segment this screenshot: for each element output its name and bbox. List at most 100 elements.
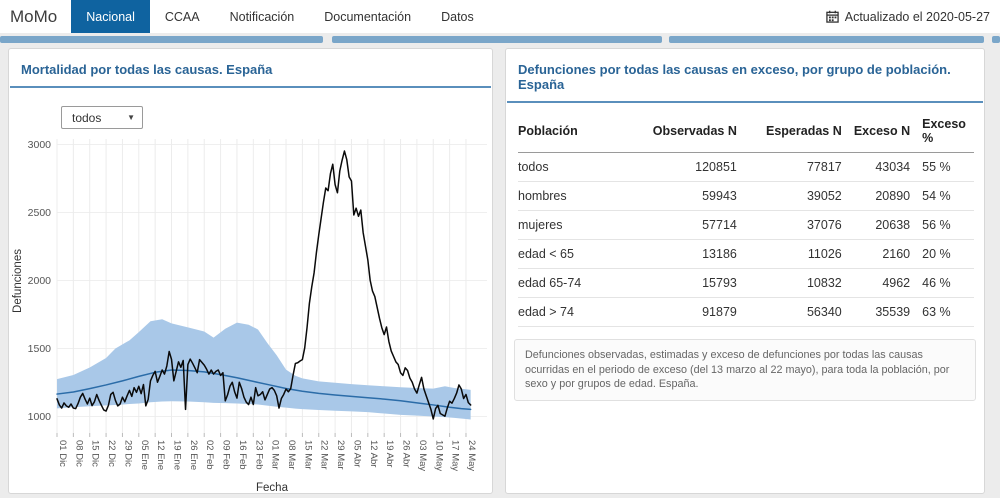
- cell-observadas: 91879: [641, 297, 737, 327]
- y-axis-title: Defunciones: [12, 249, 24, 313]
- confidence-band: [57, 319, 471, 420]
- table-row: hombres 59943 39052 20890 54 %: [518, 181, 974, 211]
- cell-observadas: 59943: [641, 181, 737, 211]
- svg-text:15 Dic: 15 Dic: [90, 440, 101, 467]
- tab-nacional[interactable]: Nacional: [71, 0, 150, 33]
- cell-exceso-pct: 46 %: [910, 268, 974, 298]
- calendar-icon: [826, 10, 839, 23]
- header-divider-segment: [332, 36, 662, 43]
- svg-text:29 Mar: 29 Mar: [335, 440, 346, 470]
- tab-notificacion[interactable]: Notificación: [229, 9, 295, 24]
- svg-text:09 Feb: 09 Feb: [221, 440, 232, 470]
- col-header-poblacion: Población: [518, 111, 642, 153]
- cell-esperadas: 39052: [736, 181, 842, 211]
- cell-esperadas: 56340: [736, 297, 842, 327]
- population-select-value: todos: [72, 110, 102, 125]
- svg-text:24 May: 24 May: [466, 440, 477, 471]
- cell-poblacion: todos: [518, 152, 642, 182]
- svg-text:1500: 1500: [28, 343, 52, 355]
- cell-poblacion: edad 65-74: [518, 268, 642, 298]
- cell-exceso-n: 4962: [841, 268, 911, 298]
- svg-text:19 Ene: 19 Ene: [172, 440, 183, 470]
- svg-text:08 Mar: 08 Mar: [286, 440, 297, 470]
- chart-panel-title: Mortalidad por todas las causas. España: [21, 62, 273, 77]
- svg-text:26 Ene: 26 Ene: [188, 440, 199, 470]
- col-header-exceso-pct: Exceso %: [910, 111, 974, 153]
- svg-text:23 Feb: 23 Feb: [253, 440, 264, 470]
- cell-exceso-n: 20890: [841, 181, 911, 211]
- cell-poblacion: hombres: [518, 181, 642, 211]
- svg-text:29 Dic: 29 Dic: [122, 440, 133, 467]
- excess-deaths-table: Población Observadas N Esperadas N Exces…: [518, 111, 974, 327]
- table-footnote: Defunciones observadas, estimadas y exce…: [514, 339, 976, 401]
- last-updated: Actualizado el 2020-05-27: [826, 0, 990, 33]
- cell-esperadas: 77817: [736, 152, 842, 182]
- last-updated-text: Actualizado el 2020-05-27: [844, 9, 990, 24]
- tab-documentacion[interactable]: Documentación: [324, 9, 412, 24]
- cell-exceso-pct: 54 %: [910, 181, 974, 211]
- svg-text:01 Mar: 01 Mar: [270, 440, 281, 470]
- app-brand: MoMo: [10, 6, 58, 26]
- cell-exceso-pct: 63 %: [910, 297, 974, 327]
- svg-text:17 May: 17 May: [450, 440, 461, 471]
- cell-poblacion: edad > 74: [518, 297, 642, 327]
- excess-deaths-panel: Defunciones por todas las causas en exce…: [505, 48, 985, 494]
- svg-text:2500: 2500: [28, 207, 52, 219]
- cell-poblacion: edad < 65: [518, 239, 642, 269]
- tab-datos[interactable]: Datos: [441, 9, 474, 24]
- svg-text:12 Abr: 12 Abr: [368, 440, 379, 467]
- svg-text:1000: 1000: [28, 411, 52, 423]
- cell-exceso-pct: 55 %: [910, 152, 974, 182]
- table-row: mujeres 57714 37076 20638 56 %: [518, 210, 974, 240]
- table-row: todos 120851 77817 43034 55 %: [518, 152, 974, 182]
- population-select[interactable]: todos ▼: [61, 106, 143, 129]
- svg-text:01 Dic: 01 Dic: [57, 440, 68, 467]
- table-row: edad 65-74 15793 10832 4962 46 %: [518, 268, 974, 298]
- table-panel-title: Defunciones por todas las causas en exce…: [518, 62, 951, 92]
- svg-text:19 Abr: 19 Abr: [384, 440, 395, 467]
- x-axis-labels: 01 Dic 08 Dic 15 Dic 22 Dic 29 Dic 05 Ene 12 E…: [56, 433, 477, 471]
- svg-text:22 Mar: 22 Mar: [319, 440, 330, 470]
- chevron-down-icon: ▼: [127, 113, 135, 122]
- cell-observadas: 57714: [641, 210, 737, 240]
- svg-text:10 May: 10 May: [433, 440, 444, 471]
- svg-text:05 Ene: 05 Ene: [139, 440, 150, 470]
- table-header-row: Población Observadas N Esperadas N Exces…: [518, 111, 974, 153]
- cell-observadas: 13186: [641, 239, 737, 269]
- header-divider-segment: [669, 36, 984, 43]
- svg-text:26 Abr: 26 Abr: [401, 440, 412, 467]
- y-axis-labels: 1000 1500 2000 2500 3000: [28, 139, 52, 423]
- cell-observadas: 120851: [641, 152, 737, 182]
- cell-exceso-pct: 56 %: [910, 210, 974, 240]
- title-rule: [507, 101, 983, 103]
- mortality-chart-panel: Mortalidad por todas las causas. España …: [8, 48, 493, 494]
- svg-text:05 Abr: 05 Abr: [351, 440, 362, 467]
- cell-exceso-n: 20638: [841, 210, 911, 240]
- cell-poblacion: mujeres: [518, 210, 642, 240]
- title-rule: [10, 86, 491, 88]
- cell-esperadas: 10832: [736, 268, 842, 298]
- header-divider-segment: [992, 36, 1000, 43]
- cell-esperadas: 37076: [736, 210, 842, 240]
- tab-ccaa[interactable]: CCAA: [164, 9, 200, 24]
- top-navbar: MoMo Nacional CCAA Notificación Document…: [0, 0, 1000, 33]
- x-axis-title: Fecha: [256, 482, 289, 494]
- nav-tabs: Nacional CCAA Notificación Documentación…: [71, 0, 489, 33]
- svg-text:3000: 3000: [28, 139, 52, 151]
- col-header-esperadas: Esperadas N: [736, 111, 842, 153]
- svg-text:2000: 2000: [28, 275, 52, 287]
- svg-text:02 Feb: 02 Feb: [204, 440, 215, 470]
- cell-exceso-n: 35539: [841, 297, 911, 327]
- mortality-chart-svg: 1000 1500 2000 2500 3000 01 Dic 08 Dic 15 Dic 22…: [12, 139, 487, 494]
- cell-exceso-n: 2160: [841, 239, 911, 269]
- header-divider-segment: [0, 36, 323, 43]
- svg-text:08 Dic: 08 Dic: [73, 440, 84, 467]
- col-header-exceso-n: Exceso N: [841, 111, 911, 153]
- table-row: edad > 74 91879 56340 35539 63 %: [518, 297, 974, 327]
- svg-text:15 Mar: 15 Mar: [302, 440, 313, 470]
- svg-text:16 Feb: 16 Feb: [237, 440, 248, 470]
- cell-esperadas: 11026: [736, 239, 842, 269]
- cell-exceso-n: 43034: [841, 152, 911, 182]
- svg-text:12 Ene: 12 Ene: [155, 440, 166, 470]
- cell-observadas: 15793: [641, 268, 737, 298]
